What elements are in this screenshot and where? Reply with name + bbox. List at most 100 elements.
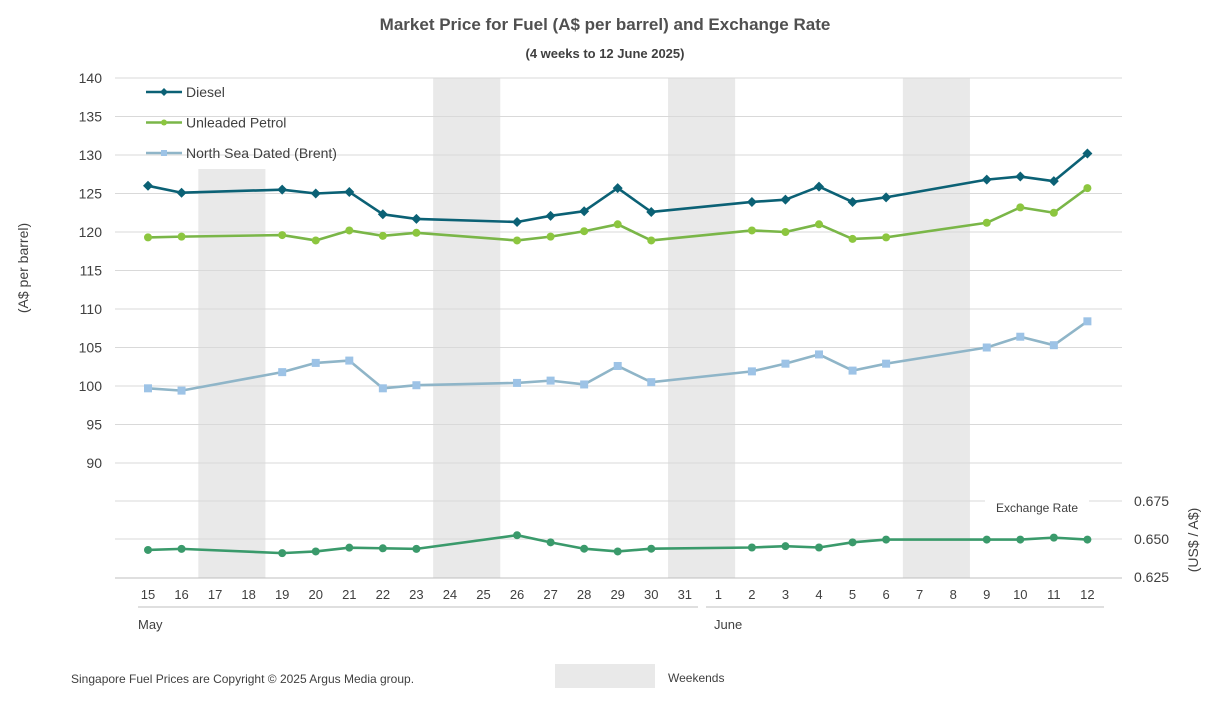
legend: Diesel Unleaded Petrol North Sea Dated (Br… <box>146 84 337 161</box>
exchange-rate-point <box>513 531 522 540</box>
x-tick-label: 25 <box>476 587 490 602</box>
diesel-point <box>746 196 757 207</box>
y-tick-label-right: 0.675 <box>1134 493 1169 509</box>
unleaded-petrol-point <box>1049 208 1058 217</box>
unleaded-petrol-point <box>747 226 756 235</box>
north-sea-dated-brent-point <box>278 368 287 377</box>
weekend-band <box>902 78 970 578</box>
x-tick-label: 9 <box>983 587 990 602</box>
x-tick-label: 6 <box>882 587 889 602</box>
unleaded-petrol-point <box>345 226 354 235</box>
north-sea-dated-brent-point <box>345 356 354 365</box>
exchange-rate-point <box>747 543 756 552</box>
north-sea-dated-brent-point <box>882 359 891 368</box>
legend-label-diesel: Diesel <box>186 84 225 100</box>
legend-marker-north-sea-dated-brent <box>161 150 167 156</box>
north-sea-dated-brent-point <box>412 381 421 390</box>
exchange-rate-point <box>311 547 320 556</box>
exchange-rate-point <box>1049 533 1058 542</box>
north-sea-dated-brent-point <box>546 376 555 385</box>
diesel-point <box>545 210 556 221</box>
x-tick-label: 18 <box>241 587 255 602</box>
north-sea-dated-brent-point <box>848 366 857 375</box>
y-tick-label: 130 <box>79 147 103 163</box>
diesel-point <box>981 174 992 185</box>
y-axis-right-label: (US$ / A$) <box>1185 508 1201 573</box>
x-tick-label: 21 <box>342 587 356 602</box>
y-tick-label-right: 0.650 <box>1134 531 1169 547</box>
x-tick-label: 22 <box>376 587 390 602</box>
unleaded-petrol-point <box>580 227 589 236</box>
unleaded-petrol-point <box>982 218 991 227</box>
unleaded-petrol-point <box>613 220 622 229</box>
north-sea-dated-brent-point <box>378 384 387 393</box>
diesel-point <box>411 213 422 224</box>
diesel-point <box>143 180 153 191</box>
diesel-point <box>1015 171 1026 182</box>
north-sea-dated-brent-point <box>647 378 656 387</box>
north-sea-dated-brent-point <box>747 367 756 376</box>
x-tick-label: 12 <box>1080 587 1094 602</box>
chart-title: Market Price for Fuel (A$ per barrel) an… <box>380 15 831 34</box>
x-tick-label: 10 <box>1013 587 1027 602</box>
x-tick-label: 31 <box>678 587 692 602</box>
diesel-point <box>847 196 858 207</box>
exchange-rate-point <box>1016 535 1025 544</box>
diesel-point <box>579 206 590 217</box>
unleaded-petrol-point <box>848 234 857 243</box>
diesel-point <box>646 206 657 217</box>
north-sea-dated-brent-point <box>1016 332 1025 341</box>
legend-marker-unleaded-petrol <box>161 119 167 126</box>
exchange-rate-point <box>815 543 823 552</box>
unleaded-petrol-point <box>882 233 891 242</box>
north-sea-dated-brent-point <box>613 361 622 370</box>
unleaded-petrol-point <box>412 228 421 237</box>
y-axis-label: (A$ per barrel) <box>15 223 31 313</box>
exchange-rate-point <box>177 544 186 553</box>
exchange-rate-point <box>144 545 152 554</box>
y-tick-label-right: 0.625 <box>1134 569 1169 585</box>
copyright-text: Singapore Fuel Prices are Copyright © 20… <box>71 672 414 686</box>
x-tick-label: 29 <box>610 587 624 602</box>
y-tick-label: 100 <box>79 378 103 394</box>
diesel-point <box>310 188 321 199</box>
series-markers <box>143 148 1093 558</box>
exchange-rate-point <box>1083 535 1092 544</box>
unleaded-petrol-point <box>311 236 320 245</box>
diesel-point <box>1082 148 1093 159</box>
x-tick-label: 23 <box>409 587 423 602</box>
north-sea-dated-brent-point <box>982 343 991 352</box>
diesel-point <box>344 186 355 197</box>
exchange-rate-point <box>412 544 421 553</box>
legend-marker-diesel <box>160 88 168 96</box>
north-sea-dated-brent-point <box>1083 317 1092 326</box>
x-tick-label: 17 <box>208 587 222 602</box>
x-tick-label: 15 <box>141 587 155 602</box>
x-tick-label: 5 <box>849 587 856 602</box>
weekends-legend-swatch <box>555 664 655 688</box>
exchange-rate-point <box>580 544 589 553</box>
diesel-point <box>780 194 791 205</box>
x-tick-label: 27 <box>543 587 557 602</box>
x-tick-label: 19 <box>275 587 289 602</box>
diesel-point <box>277 184 288 195</box>
north-sea-dated-brent-point <box>177 386 186 395</box>
chart-subtitle: (4 weeks to 12 June 2025) <box>526 46 685 61</box>
unleaded-petrol-point <box>378 231 387 240</box>
unleaded-petrol-point <box>177 232 186 241</box>
unleaded-petrol-point <box>781 228 790 236</box>
x-tick-label: 20 <box>309 587 323 602</box>
exchange-rate-label-bg <box>985 498 1089 518</box>
diesel-point <box>1048 176 1059 187</box>
unleaded-petrol-point <box>1016 203 1025 212</box>
north-sea-dated-brent-point <box>311 358 320 367</box>
north-sea-dated-brent-point <box>144 384 152 393</box>
x-tick-label: 8 <box>950 587 957 602</box>
unleaded-petrol-point <box>815 220 823 229</box>
exchange-rate-point <box>982 535 991 544</box>
weekend-band <box>668 78 736 578</box>
y-tick-label: 120 <box>79 224 103 240</box>
exchange-rate-point <box>378 544 387 553</box>
exchange-rate-point <box>613 547 622 556</box>
